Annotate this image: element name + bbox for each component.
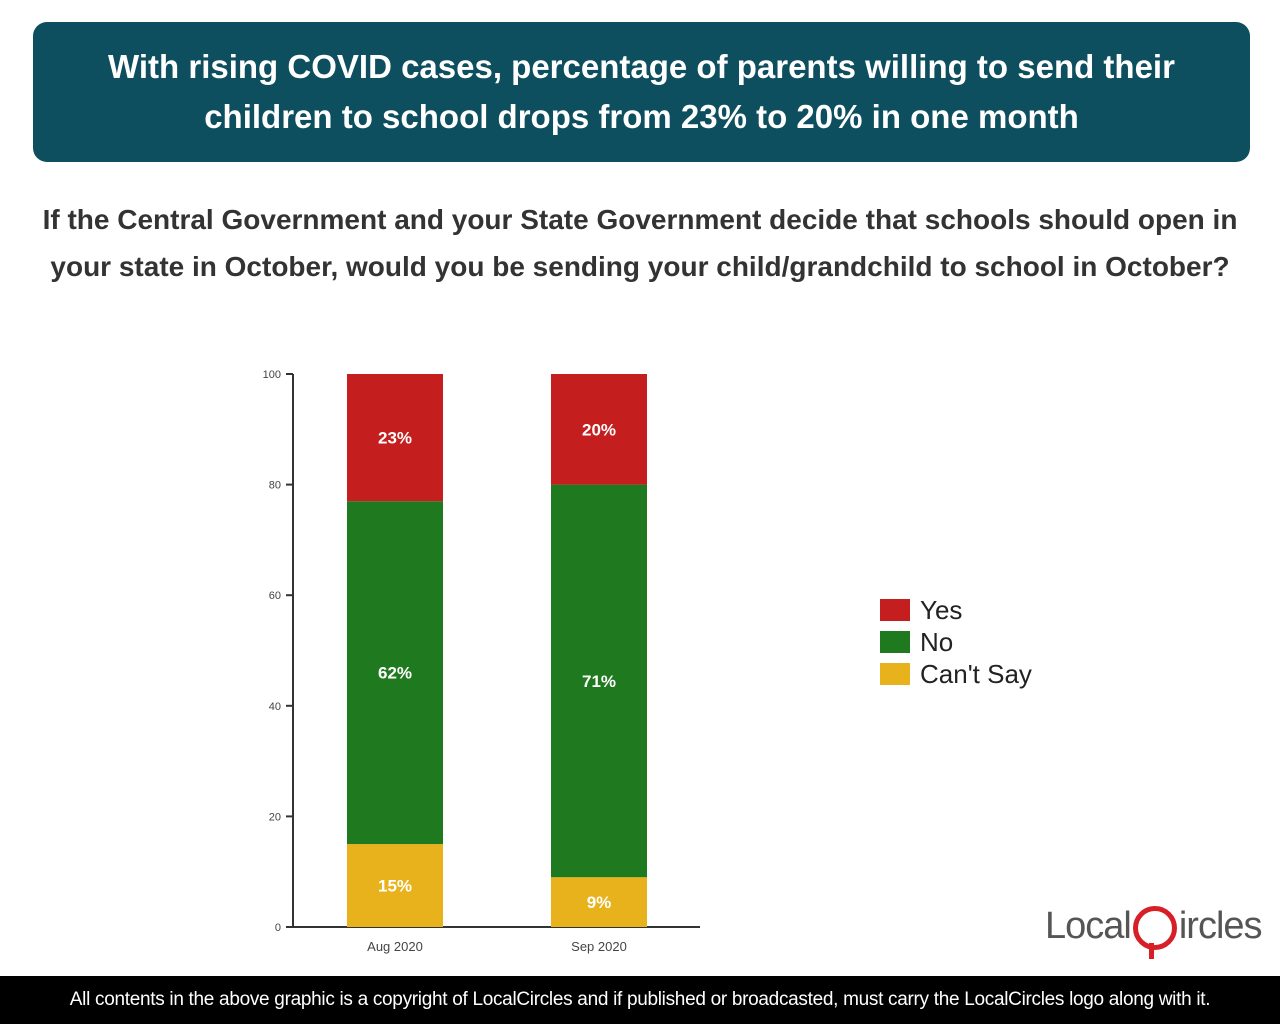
legend-label-no: No bbox=[920, 626, 954, 657]
bar-data-label: 9% bbox=[587, 893, 612, 912]
x-tick-label: Sep 2020 bbox=[571, 939, 627, 954]
legend-swatch-no bbox=[880, 631, 910, 653]
bar-data-label: 20% bbox=[582, 420, 616, 439]
legend-label-yes: Yes bbox=[920, 594, 963, 625]
chart-title: With rising COVID cases, percentage of p… bbox=[108, 48, 1175, 135]
y-tick-label: 80 bbox=[269, 480, 281, 492]
logo-pin-icon bbox=[1132, 906, 1177, 959]
bar-data-label: 71% bbox=[582, 672, 616, 691]
x-tick-label: Aug 2020 bbox=[367, 939, 423, 954]
bar-data-label: 23% bbox=[378, 429, 412, 448]
legend-item-cant-say: Can't Say bbox=[880, 658, 1032, 690]
y-tick-label: 40 bbox=[269, 701, 281, 713]
title-banner: With rising COVID cases, percentage of p… bbox=[33, 22, 1250, 162]
y-tick-label: 60 bbox=[269, 590, 281, 602]
bar-segment-can-t-say bbox=[347, 844, 443, 927]
legend-label-cant-say: Can't Say bbox=[920, 658, 1032, 689]
stacked-bar-chart: 0 20 40 60 80 100 15% 62% 23% Aug 2020 9% 71% 20% Sep… bbox=[263, 369, 700, 954]
logo-text-right: ircles bbox=[1178, 904, 1263, 947]
logo-text-left: Local bbox=[1045, 904, 1132, 947]
bar-data-label: 15% bbox=[378, 877, 412, 896]
bar-segment-no bbox=[347, 501, 443, 845]
legend-swatch-cant-say bbox=[880, 663, 910, 685]
bar-segment-can-t-say bbox=[551, 877, 647, 927]
legend-item-yes: Yes bbox=[880, 594, 1032, 626]
copyright-footer: All contents in the above graphic is a c… bbox=[0, 976, 1280, 1024]
legend-item-no: No bbox=[880, 626, 1032, 658]
bar-segment-yes bbox=[347, 374, 443, 502]
chart-legend: Yes No Can't Say bbox=[880, 594, 1032, 690]
survey-question: If the Central Government and your State… bbox=[42, 204, 1238, 282]
legend-swatch-yes bbox=[880, 599, 910, 621]
localcircles-logo: Local ircles bbox=[1045, 896, 1263, 959]
copyright-text: All contents in the above graphic is a c… bbox=[69, 989, 1211, 1010]
bar-segment-no bbox=[551, 484, 647, 878]
y-tick-label: 100 bbox=[263, 369, 281, 381]
bar-data-label: 62% bbox=[378, 664, 412, 683]
y-tick-label: 20 bbox=[269, 811, 281, 823]
bar-segment-yes bbox=[551, 374, 647, 485]
y-tick-label: 0 bbox=[275, 922, 281, 934]
